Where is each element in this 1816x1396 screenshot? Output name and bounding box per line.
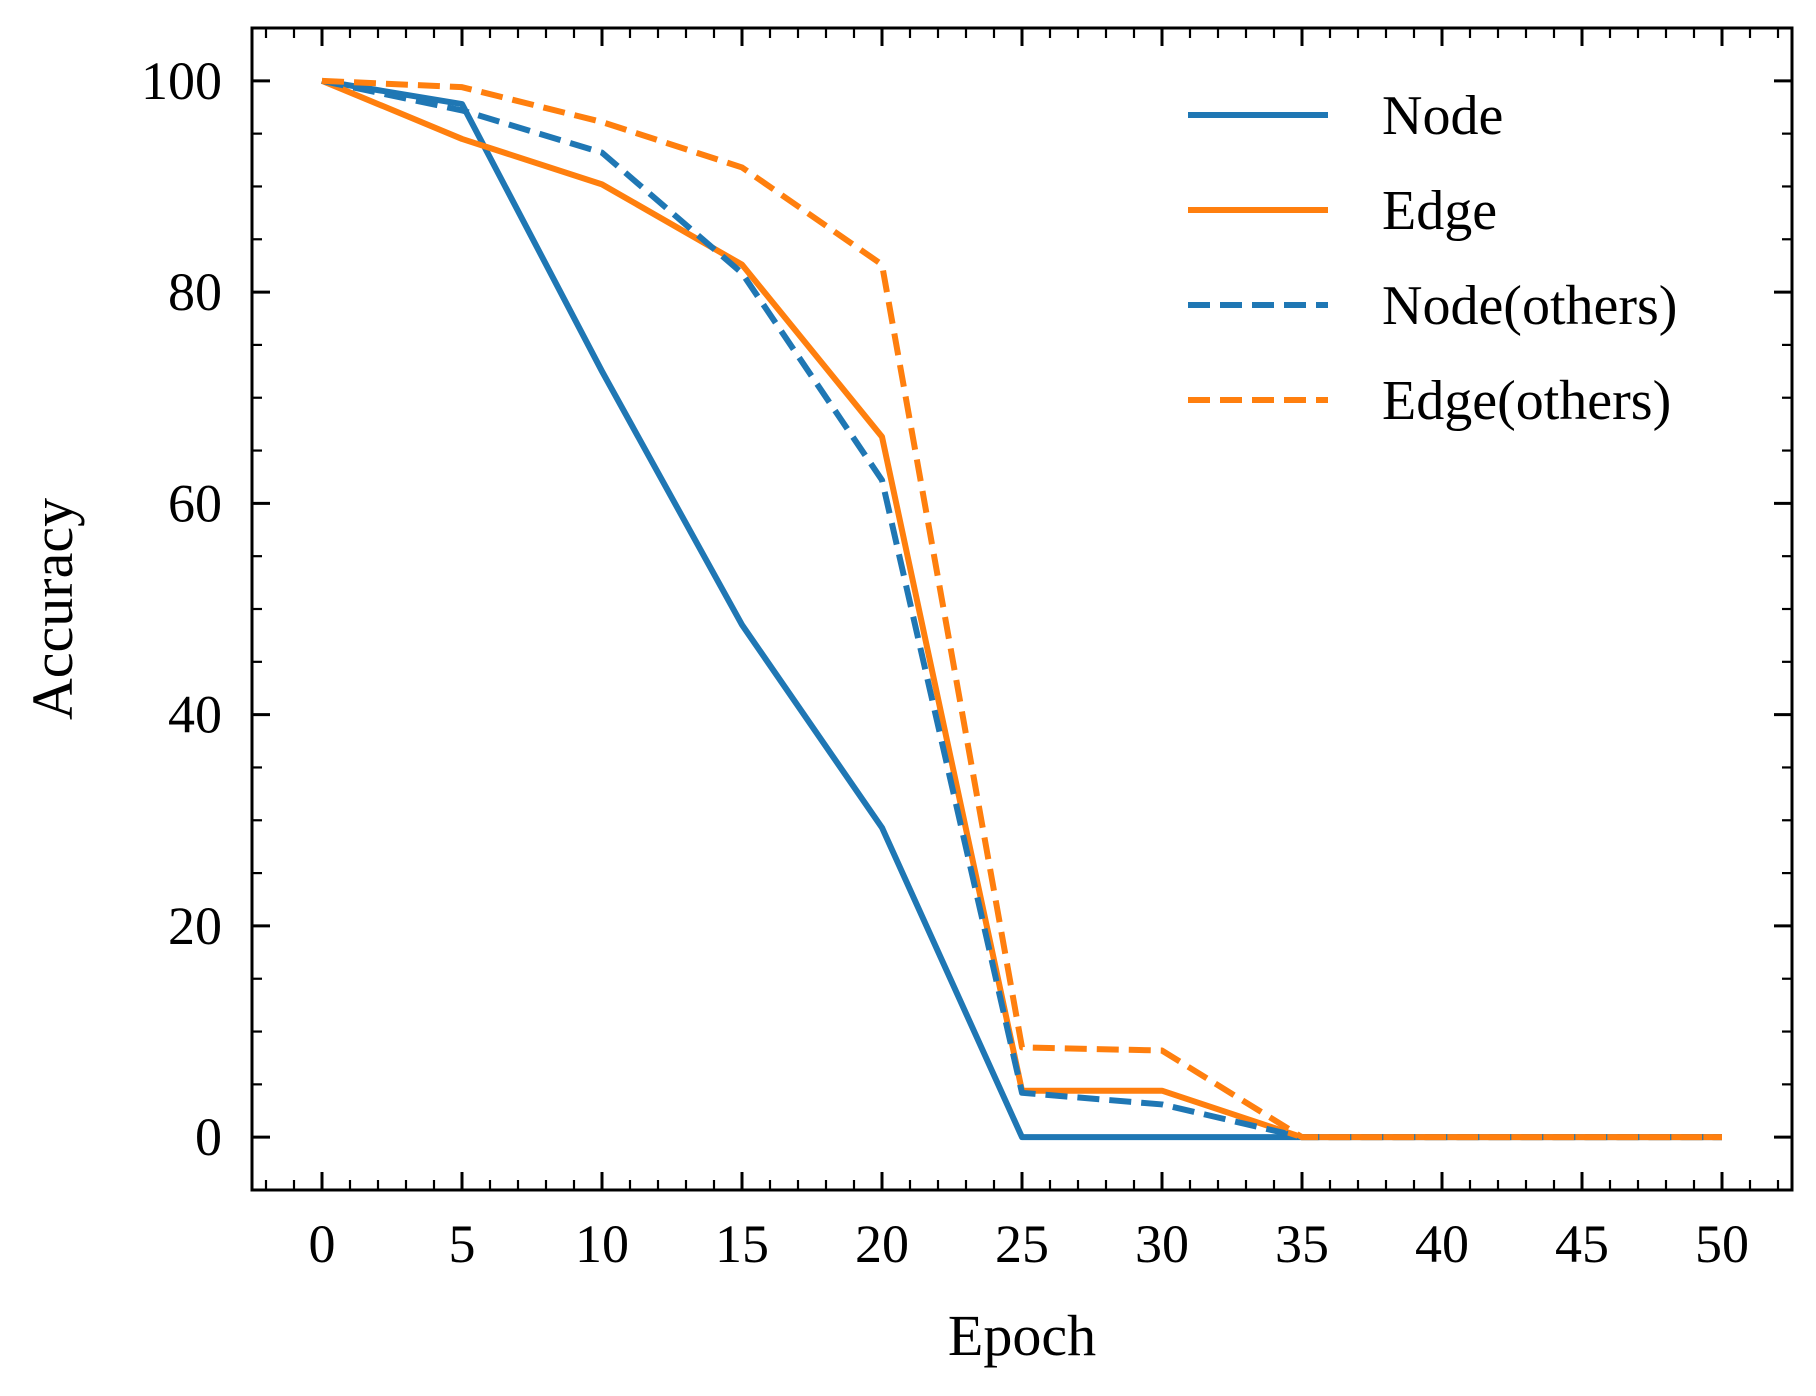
y-tick-labels: 0 20 40 60 80 100 bbox=[141, 51, 222, 1167]
x-tick-label: 40 bbox=[1415, 1214, 1469, 1274]
minor-ticks bbox=[252, 26, 1792, 1192]
y-tick-label: 80 bbox=[168, 262, 222, 322]
series-line-node-others bbox=[321, 77, 1722, 1141]
x-tick-label: 0 bbox=[309, 1214, 336, 1274]
y-axis-label: Accuracy bbox=[20, 498, 85, 720]
x-tick-label: 45 bbox=[1555, 1214, 1609, 1274]
series-line-edge-others bbox=[321, 77, 1722, 1141]
x-tick-label: 5 bbox=[449, 1214, 476, 1274]
legend: Node Edge Node(others) Edge(others) bbox=[1188, 85, 1677, 432]
legend-label: Node(others) bbox=[1382, 275, 1677, 337]
y-tick-label: 0 bbox=[195, 1107, 222, 1167]
plot-frame bbox=[250, 26, 1794, 1192]
x-tick-label: 10 bbox=[575, 1214, 629, 1274]
y-tick-label: 100 bbox=[141, 51, 222, 111]
y-tick-label: 60 bbox=[168, 473, 222, 533]
y-tick-label: 40 bbox=[168, 685, 222, 745]
series-line-node bbox=[321, 77, 1722, 1141]
x-tick-label: 50 bbox=[1695, 1214, 1749, 1274]
x-tick-label: 15 bbox=[715, 1214, 769, 1274]
major-ticks bbox=[252, 28, 1792, 1190]
x-axis-label: Epoch bbox=[948, 1303, 1096, 1368]
x-tick-label: 35 bbox=[1275, 1214, 1329, 1274]
series-lines bbox=[320, 77, 1722, 1141]
x-tick-label: 20 bbox=[855, 1214, 909, 1274]
legend-label: Node bbox=[1382, 85, 1503, 147]
x-tick-label: 30 bbox=[1135, 1214, 1189, 1274]
legend-label: Edge bbox=[1382, 180, 1497, 242]
legend-label: Edge(others) bbox=[1382, 370, 1671, 432]
x-tick-labels: 0 5 10 15 20 25 30 35 40 45 50 bbox=[309, 1214, 1750, 1274]
x-tick-label: 25 bbox=[995, 1214, 1049, 1274]
y-tick-label: 20 bbox=[168, 896, 222, 956]
